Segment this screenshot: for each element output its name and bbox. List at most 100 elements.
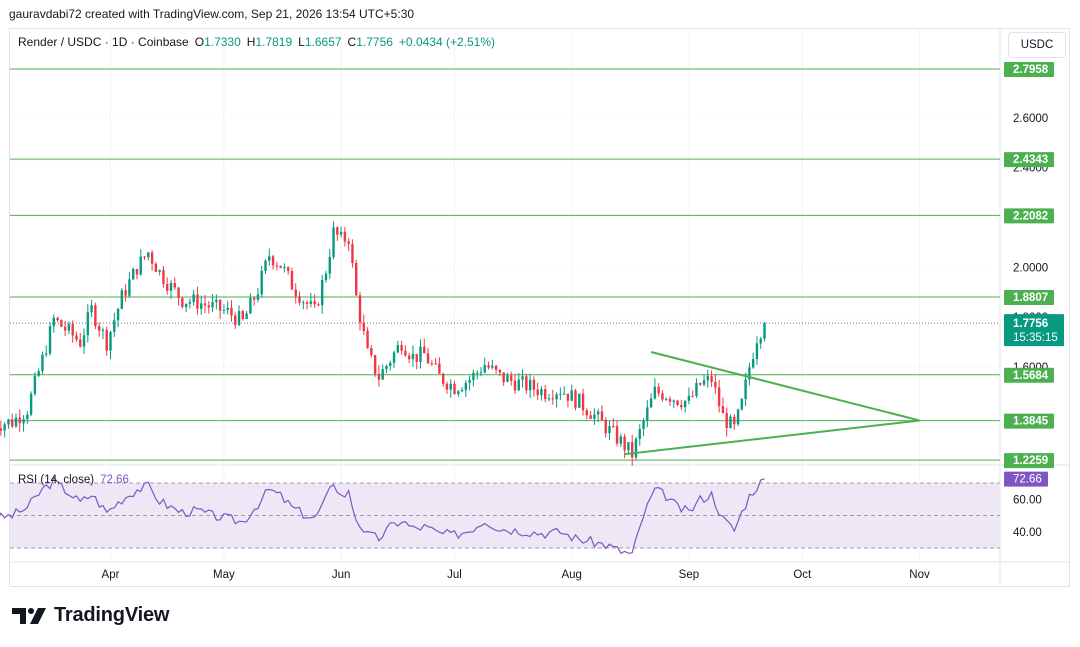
- candle-body: [173, 283, 176, 288]
- candle-body: [657, 386, 660, 394]
- rsi-line: [0, 476, 765, 555]
- time-label-jul: Jul: [447, 569, 462, 581]
- candle-body: [105, 329, 108, 351]
- candle-body: [11, 419, 14, 427]
- candle-body: [33, 375, 37, 394]
- candle-body: [608, 425, 611, 434]
- candle-body: [283, 267, 286, 269]
- horizontal-levels: [10, 68, 1000, 461]
- candle-body: [200, 303, 203, 309]
- candle-body: [347, 241, 350, 244]
- triangle-upper-line: [650, 351, 920, 422]
- candle-body: [498, 369, 502, 373]
- level-label-box: [1004, 208, 1054, 224]
- candle-body: [729, 416, 732, 428]
- candle-body: [434, 363, 437, 365]
- candle-body: [702, 380, 706, 385]
- level-label-text: 1.2259: [1013, 455, 1048, 467]
- time-label-jun: Jun: [332, 569, 351, 581]
- candle-body: [139, 256, 142, 275]
- candle-body: [135, 268, 139, 275]
- candle-body: [237, 311, 241, 325]
- candle-body: [101, 329, 105, 331]
- candle-body: [763, 323, 766, 339]
- chart-frame: [9, 28, 1070, 587]
- candle-body: [536, 389, 539, 396]
- candle-body: [419, 346, 422, 362]
- candle-body: [457, 391, 460, 395]
- candle-body: [120, 290, 124, 309]
- candle-body: [188, 301, 192, 304]
- rsi-tick-label: 40.00: [1013, 527, 1042, 539]
- rsi-tick-label: 60.00: [1013, 494, 1042, 506]
- symbol-title: Render / USDC · 1D · Coinbase: [18, 35, 189, 49]
- candle-body: [506, 375, 509, 382]
- candle-body: [479, 372, 483, 374]
- candle-body: [14, 417, 18, 427]
- candle-body: [714, 381, 717, 388]
- candle-body: [691, 395, 694, 397]
- candle-body: [192, 294, 195, 302]
- candle-body: [79, 339, 82, 347]
- candle-body: [555, 394, 558, 400]
- candle-body: [574, 390, 577, 408]
- candle-body: [147, 252, 150, 258]
- grid-lines: [10, 29, 1070, 587]
- candle-body: [646, 407, 649, 421]
- candle-body: [90, 305, 93, 313]
- candle-body: [131, 268, 135, 280]
- candle-body: [7, 419, 10, 425]
- candle-body: [67, 324, 71, 331]
- candle-body: [143, 256, 146, 258]
- candle-body: [619, 436, 623, 444]
- tradingview-logo[interactable]: TradingView: [12, 604, 169, 627]
- rsi-value: 72.66: [100, 474, 129, 486]
- candle-body: [570, 390, 573, 401]
- candle-body: [581, 393, 585, 411]
- candle-body: [415, 353, 418, 362]
- open-value: O1.7330: [194, 35, 241, 49]
- candle-body: [124, 290, 127, 296]
- candle-body: [491, 365, 494, 368]
- candle-body: [407, 355, 411, 360]
- candle-body: [721, 406, 725, 414]
- candle-body: [207, 305, 210, 308]
- candle-body: [612, 425, 615, 427]
- candle-body: [540, 389, 543, 396]
- candle-body: [661, 393, 664, 400]
- axes-labels: Apr May Jun Jul Aug Sep Oct Nov2.60002.40002.00…: [102, 62, 1064, 581]
- candle-body: [86, 312, 90, 336]
- candle-body: [627, 442, 630, 451]
- candle-body: [328, 257, 331, 274]
- candle-body: [181, 297, 184, 307]
- level-label-text: 1.8807: [1013, 292, 1048, 304]
- candle-body: [184, 303, 188, 307]
- candle-body: [411, 353, 415, 360]
- candle-body: [113, 320, 116, 332]
- high-value: H1.7819: [246, 35, 293, 49]
- candle-body: [370, 348, 373, 356]
- candle-body: [687, 395, 691, 401]
- last-price-text: 1.7756: [1013, 318, 1048, 330]
- candle-body: [218, 299, 222, 311]
- candle-body: [528, 379, 532, 391]
- candle-body: [230, 307, 233, 316]
- change-value: +0.0434 (+2.51%): [398, 35, 495, 49]
- candle-body: [562, 393, 566, 395]
- candle-body: [109, 331, 112, 351]
- currency-button[interactable]: USDC: [1008, 32, 1066, 58]
- candle-body: [271, 256, 275, 266]
- candle-body: [366, 330, 369, 349]
- candle-body: [596, 411, 600, 415]
- level-label-box: [1004, 62, 1054, 77]
- candle-body: [517, 379, 520, 391]
- candle-body: [438, 363, 441, 374]
- candle-body: [313, 301, 316, 305]
- candle-body: [683, 400, 687, 408]
- candle-body: [464, 382, 468, 390]
- candle-body: [339, 231, 343, 235]
- candle-body: [525, 376, 528, 391]
- candle-body: [162, 270, 165, 285]
- level-label-text: 2.7958: [1013, 64, 1049, 76]
